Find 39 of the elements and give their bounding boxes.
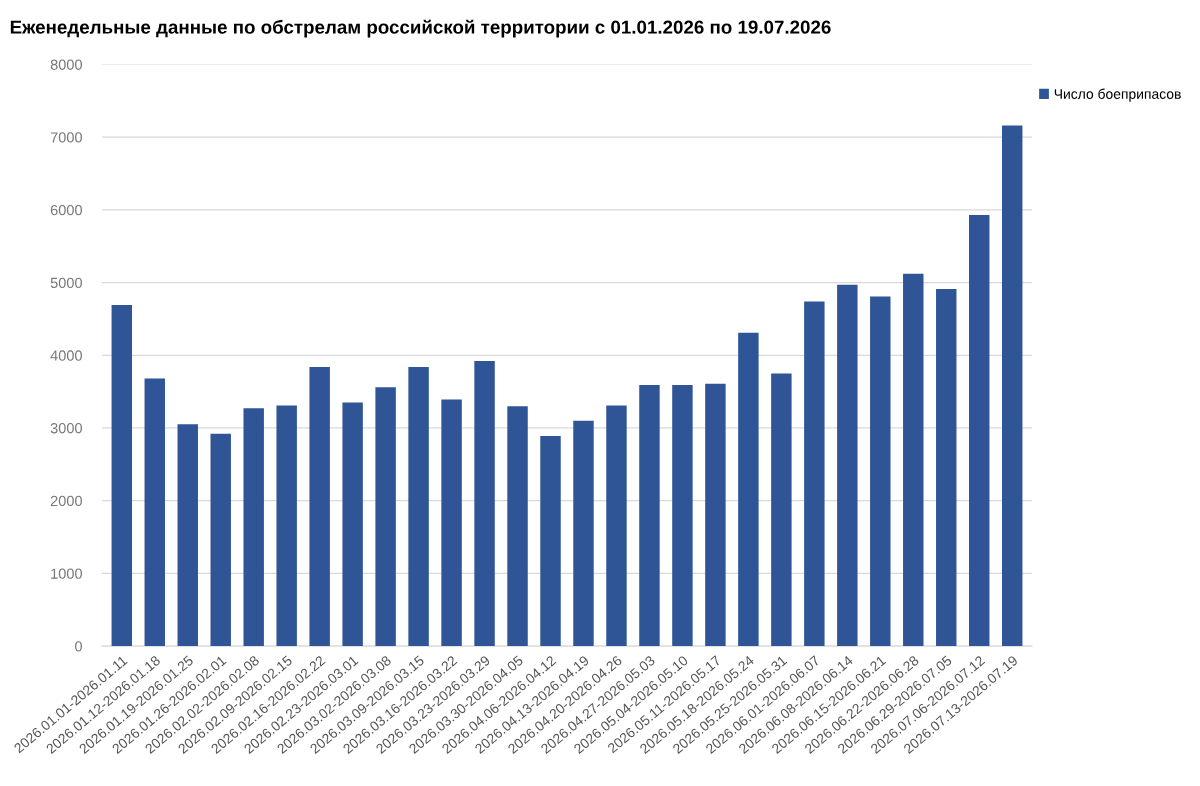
bar (408, 366, 429, 647)
bar (309, 366, 330, 647)
bar (606, 405, 627, 647)
bar (672, 385, 693, 647)
y-tick-label: 6000 (50, 204, 82, 216)
bar (804, 301, 825, 647)
y-tick-label: 3000 (50, 423, 82, 434)
bar (474, 361, 495, 647)
bar (639, 385, 660, 647)
legend-label: Число боеприпасов (1054, 88, 1181, 102)
chart-title: Еженедельные данные по обстрелам российской территории с 01.01.2026 по 19.07.2026 (10, 19, 831, 38)
y-tick-label: 0 (75, 641, 82, 652)
bar (738, 332, 759, 647)
bar (969, 214, 990, 647)
bar (243, 408, 264, 647)
bar (276, 405, 297, 647)
bar (375, 387, 396, 647)
bar (144, 378, 165, 647)
y-tick-label: 1000 (51, 568, 82, 579)
bar (540, 435, 561, 647)
bar (177, 424, 198, 647)
bar (111, 305, 133, 647)
bar (870, 296, 891, 647)
bar (705, 383, 726, 647)
bar (441, 399, 462, 647)
y-tick-label: 7000 (50, 132, 82, 143)
bar (507, 406, 528, 647)
bar (210, 433, 231, 647)
bar (342, 402, 363, 647)
bar (573, 420, 594, 647)
y-tick-label: 8000 (50, 59, 82, 70)
bar (771, 373, 792, 647)
bar (837, 284, 858, 647)
y-tick-label: 4000 (50, 350, 82, 361)
bar (1001, 125, 1023, 647)
y-tick-label: 5000 (50, 277, 82, 288)
bar (936, 289, 957, 647)
y-tick-label: 2000 (50, 495, 82, 507)
bar (903, 273, 924, 647)
